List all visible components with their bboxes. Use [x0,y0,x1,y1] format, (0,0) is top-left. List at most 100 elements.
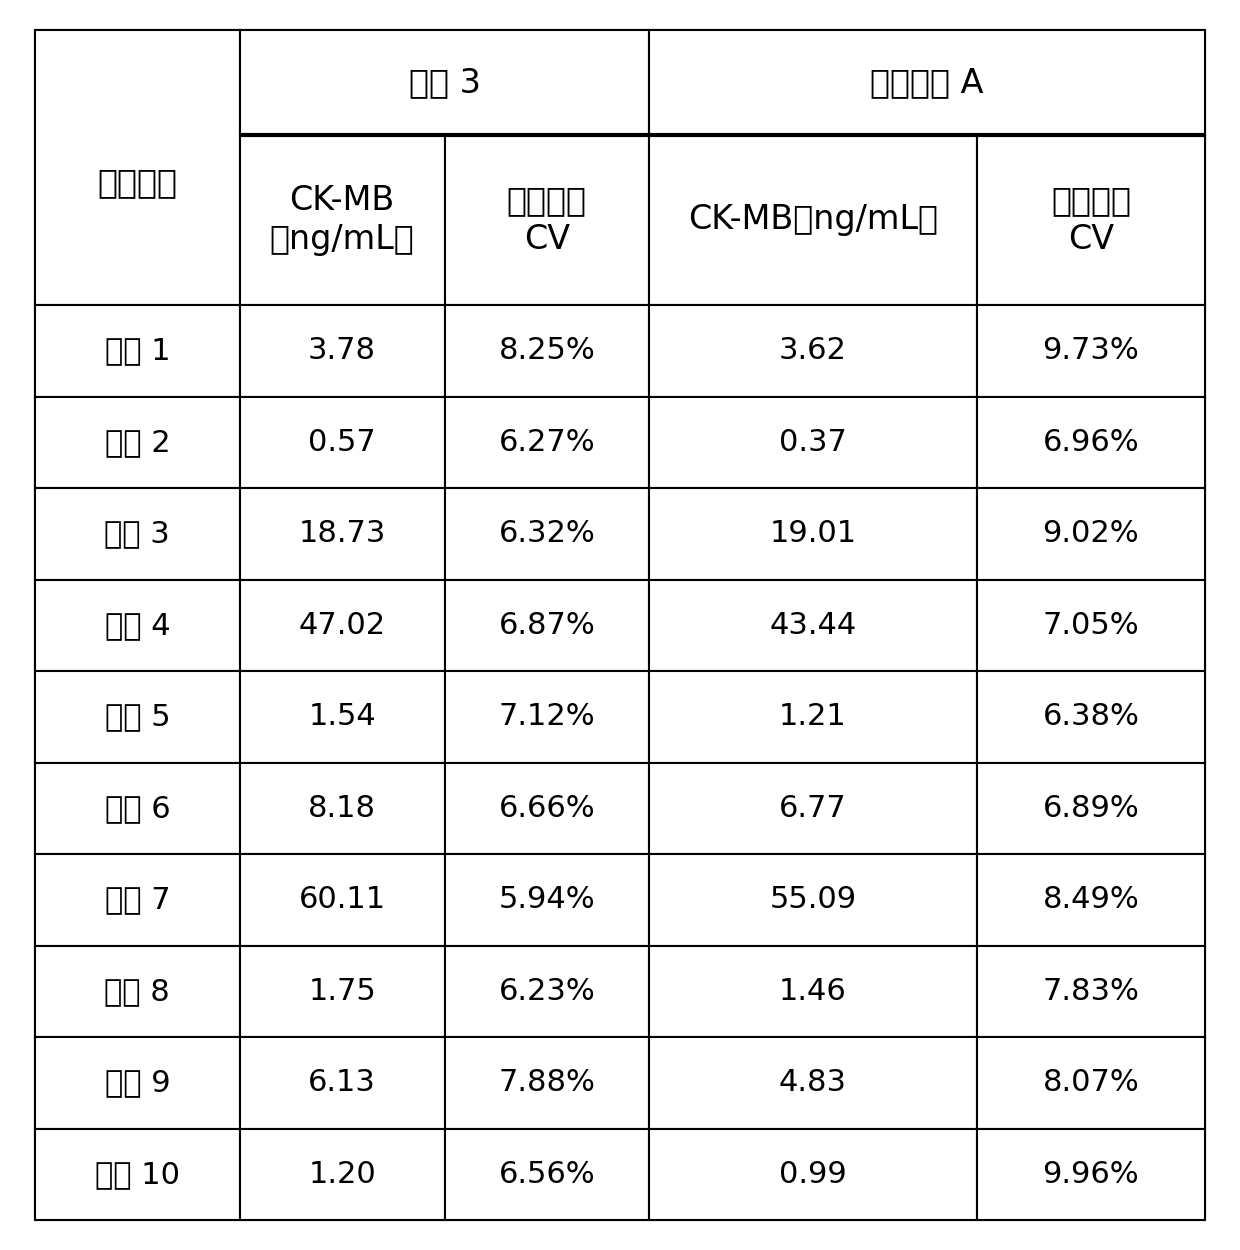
Bar [239,762,444,854]
Bar [444,396,650,488]
Text: 检测结果: 检测结果 [98,166,177,199]
Text: 1.75: 1.75 [309,976,376,1006]
Text: 1.21: 1.21 [779,703,847,731]
Text: 0.57: 0.57 [309,428,376,456]
Text: 样本 8: 样本 8 [104,976,170,1006]
Bar [35,305,239,396]
Bar [650,854,977,945]
Text: 样本 4: 样本 4 [104,611,170,640]
Text: 样本 1: 样本 1 [104,336,170,365]
Text: CK-MB（ng/mL）: CK-MB（ng/mL） [688,204,937,236]
Text: 6.87%: 6.87% [498,611,595,640]
Bar [444,580,650,671]
Bar [35,1129,239,1220]
Bar [650,396,977,488]
Text: 18.73: 18.73 [299,519,386,549]
Text: 19.01: 19.01 [770,519,857,549]
Text: 5.94%: 5.94% [498,885,595,914]
Bar [239,945,444,1038]
Bar [444,854,650,945]
Bar [239,1129,444,1220]
Bar [650,135,977,305]
Bar [444,945,650,1038]
Bar [444,762,650,854]
Text: 样本 7: 样本 7 [104,885,170,914]
Text: 0.99: 0.99 [779,1160,847,1189]
Bar [239,580,444,671]
Text: 47.02: 47.02 [299,611,386,640]
Bar [650,945,977,1038]
Text: 60.11: 60.11 [299,885,386,914]
Text: 8.25%: 8.25% [498,336,595,365]
Text: 8.49%: 8.49% [1043,885,1140,914]
Text: 3.62: 3.62 [779,336,847,365]
Text: 6.13: 6.13 [309,1069,376,1098]
Bar [35,854,239,945]
Text: 6.96%: 6.96% [1043,428,1140,456]
Text: 8.07%: 8.07% [1043,1069,1140,1098]
Bar [239,305,444,396]
Bar [239,30,650,135]
Text: 7.12%: 7.12% [498,703,595,731]
Bar [977,488,1205,580]
Text: 对照方案 A: 对照方案 A [870,66,983,99]
Bar [977,945,1205,1038]
Text: 7.83%: 7.83% [1043,976,1140,1006]
Text: 变异系数
CV: 变异系数 CV [507,185,587,255]
Text: 43.44: 43.44 [770,611,857,640]
Text: 6.38%: 6.38% [1043,703,1140,731]
Text: 变异系数
CV: 变异系数 CV [1052,185,1131,255]
Bar [650,488,977,580]
Bar [650,30,1205,135]
Bar [239,396,444,488]
Text: 样本 9: 样本 9 [104,1069,170,1098]
Text: 0.37: 0.37 [779,428,847,456]
Bar [977,854,1205,945]
Text: 样本 6: 样本 6 [104,794,170,822]
Bar [977,671,1205,762]
Text: 样本 2: 样本 2 [104,428,170,456]
Text: 7.05%: 7.05% [1043,611,1140,640]
Text: 6.66%: 6.66% [498,794,595,822]
Text: 样本 5: 样本 5 [104,703,170,731]
Text: 样本 3: 样本 3 [104,519,170,549]
Text: CK-MB
（ng/mL）: CK-MB （ng/mL） [270,185,414,255]
Bar [35,488,239,580]
Bar [444,1038,650,1129]
Bar [977,580,1205,671]
Bar [977,762,1205,854]
Text: 7.88%: 7.88% [498,1069,595,1098]
Text: 方案 3: 方案 3 [408,66,480,99]
Bar [977,1129,1205,1220]
Bar [444,488,650,580]
Bar [977,305,1205,396]
Text: 6.32%: 6.32% [498,519,595,549]
Bar [35,30,239,305]
Bar [35,762,239,854]
Bar [35,671,239,762]
Bar [239,135,444,305]
Bar [35,580,239,671]
Text: 6.89%: 6.89% [1043,794,1140,822]
Text: 1.54: 1.54 [309,703,376,731]
Bar [444,135,650,305]
Bar [444,305,650,396]
Text: 6.77: 6.77 [779,794,847,822]
Text: 9.96%: 9.96% [1043,1160,1140,1189]
Bar [35,945,239,1038]
Bar [239,1038,444,1129]
Bar [239,671,444,762]
Text: 9.73%: 9.73% [1043,336,1140,365]
Text: 6.23%: 6.23% [498,976,595,1006]
Bar [35,1038,239,1129]
Bar [977,135,1205,305]
Bar [650,305,977,396]
Text: 6.56%: 6.56% [498,1160,595,1189]
Bar [650,580,977,671]
Bar [650,1129,977,1220]
Text: 9.02%: 9.02% [1043,519,1140,549]
Bar [444,1129,650,1220]
Bar [650,762,977,854]
Text: 1.20: 1.20 [309,1160,376,1189]
Text: 6.27%: 6.27% [498,428,595,456]
